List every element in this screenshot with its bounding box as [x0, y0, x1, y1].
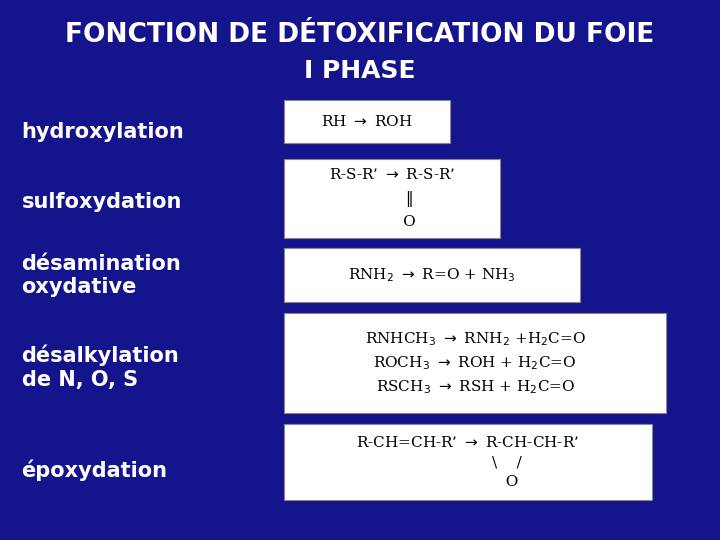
Text: FONCTION DE DÉTOXIFICATION DU FOIE: FONCTION DE DÉTOXIFICATION DU FOIE — [66, 22, 654, 48]
Text: désamination
oxydative: désamination oxydative — [22, 254, 181, 297]
FancyBboxPatch shape — [284, 100, 450, 143]
Text: sulfoxydation: sulfoxydation — [22, 192, 182, 213]
FancyBboxPatch shape — [284, 159, 500, 238]
Text: hydroxylation: hydroxylation — [22, 122, 184, 143]
Text: époxydation: époxydation — [22, 459, 168, 481]
Text: R-S-R’ $\rightarrow$ R-S-R’
       $\|$
       O: R-S-R’ $\rightarrow$ R-S-R’ $\|$ O — [329, 167, 456, 229]
FancyBboxPatch shape — [284, 424, 652, 500]
Text: RH $\rightarrow$ ROH: RH $\rightarrow$ ROH — [321, 114, 413, 129]
FancyBboxPatch shape — [284, 313, 666, 413]
Text: I PHASE: I PHASE — [305, 59, 415, 83]
Text: RNHCH$_3$ $\rightarrow$ RNH$_2$ +H$_2$C=O
ROCH$_3$ $\rightarrow$ ROH + H$_2$C=O
: RNHCH$_3$ $\rightarrow$ RNH$_2$ +H$_2$C=… — [365, 330, 585, 396]
Text: RNH$_2$ $\rightarrow$ R=O + NH$_3$: RNH$_2$ $\rightarrow$ R=O + NH$_3$ — [348, 267, 516, 284]
Text: désalkylation
de N, O, S: désalkylation de N, O, S — [22, 345, 179, 389]
FancyBboxPatch shape — [284, 248, 580, 302]
Text: R-CH=CH-R’ $\rightarrow$ R-CH-CH-R’
                \    /
                  O: R-CH=CH-R’ $\rightarrow$ R-CH-CH-R’ \ / … — [356, 435, 580, 489]
